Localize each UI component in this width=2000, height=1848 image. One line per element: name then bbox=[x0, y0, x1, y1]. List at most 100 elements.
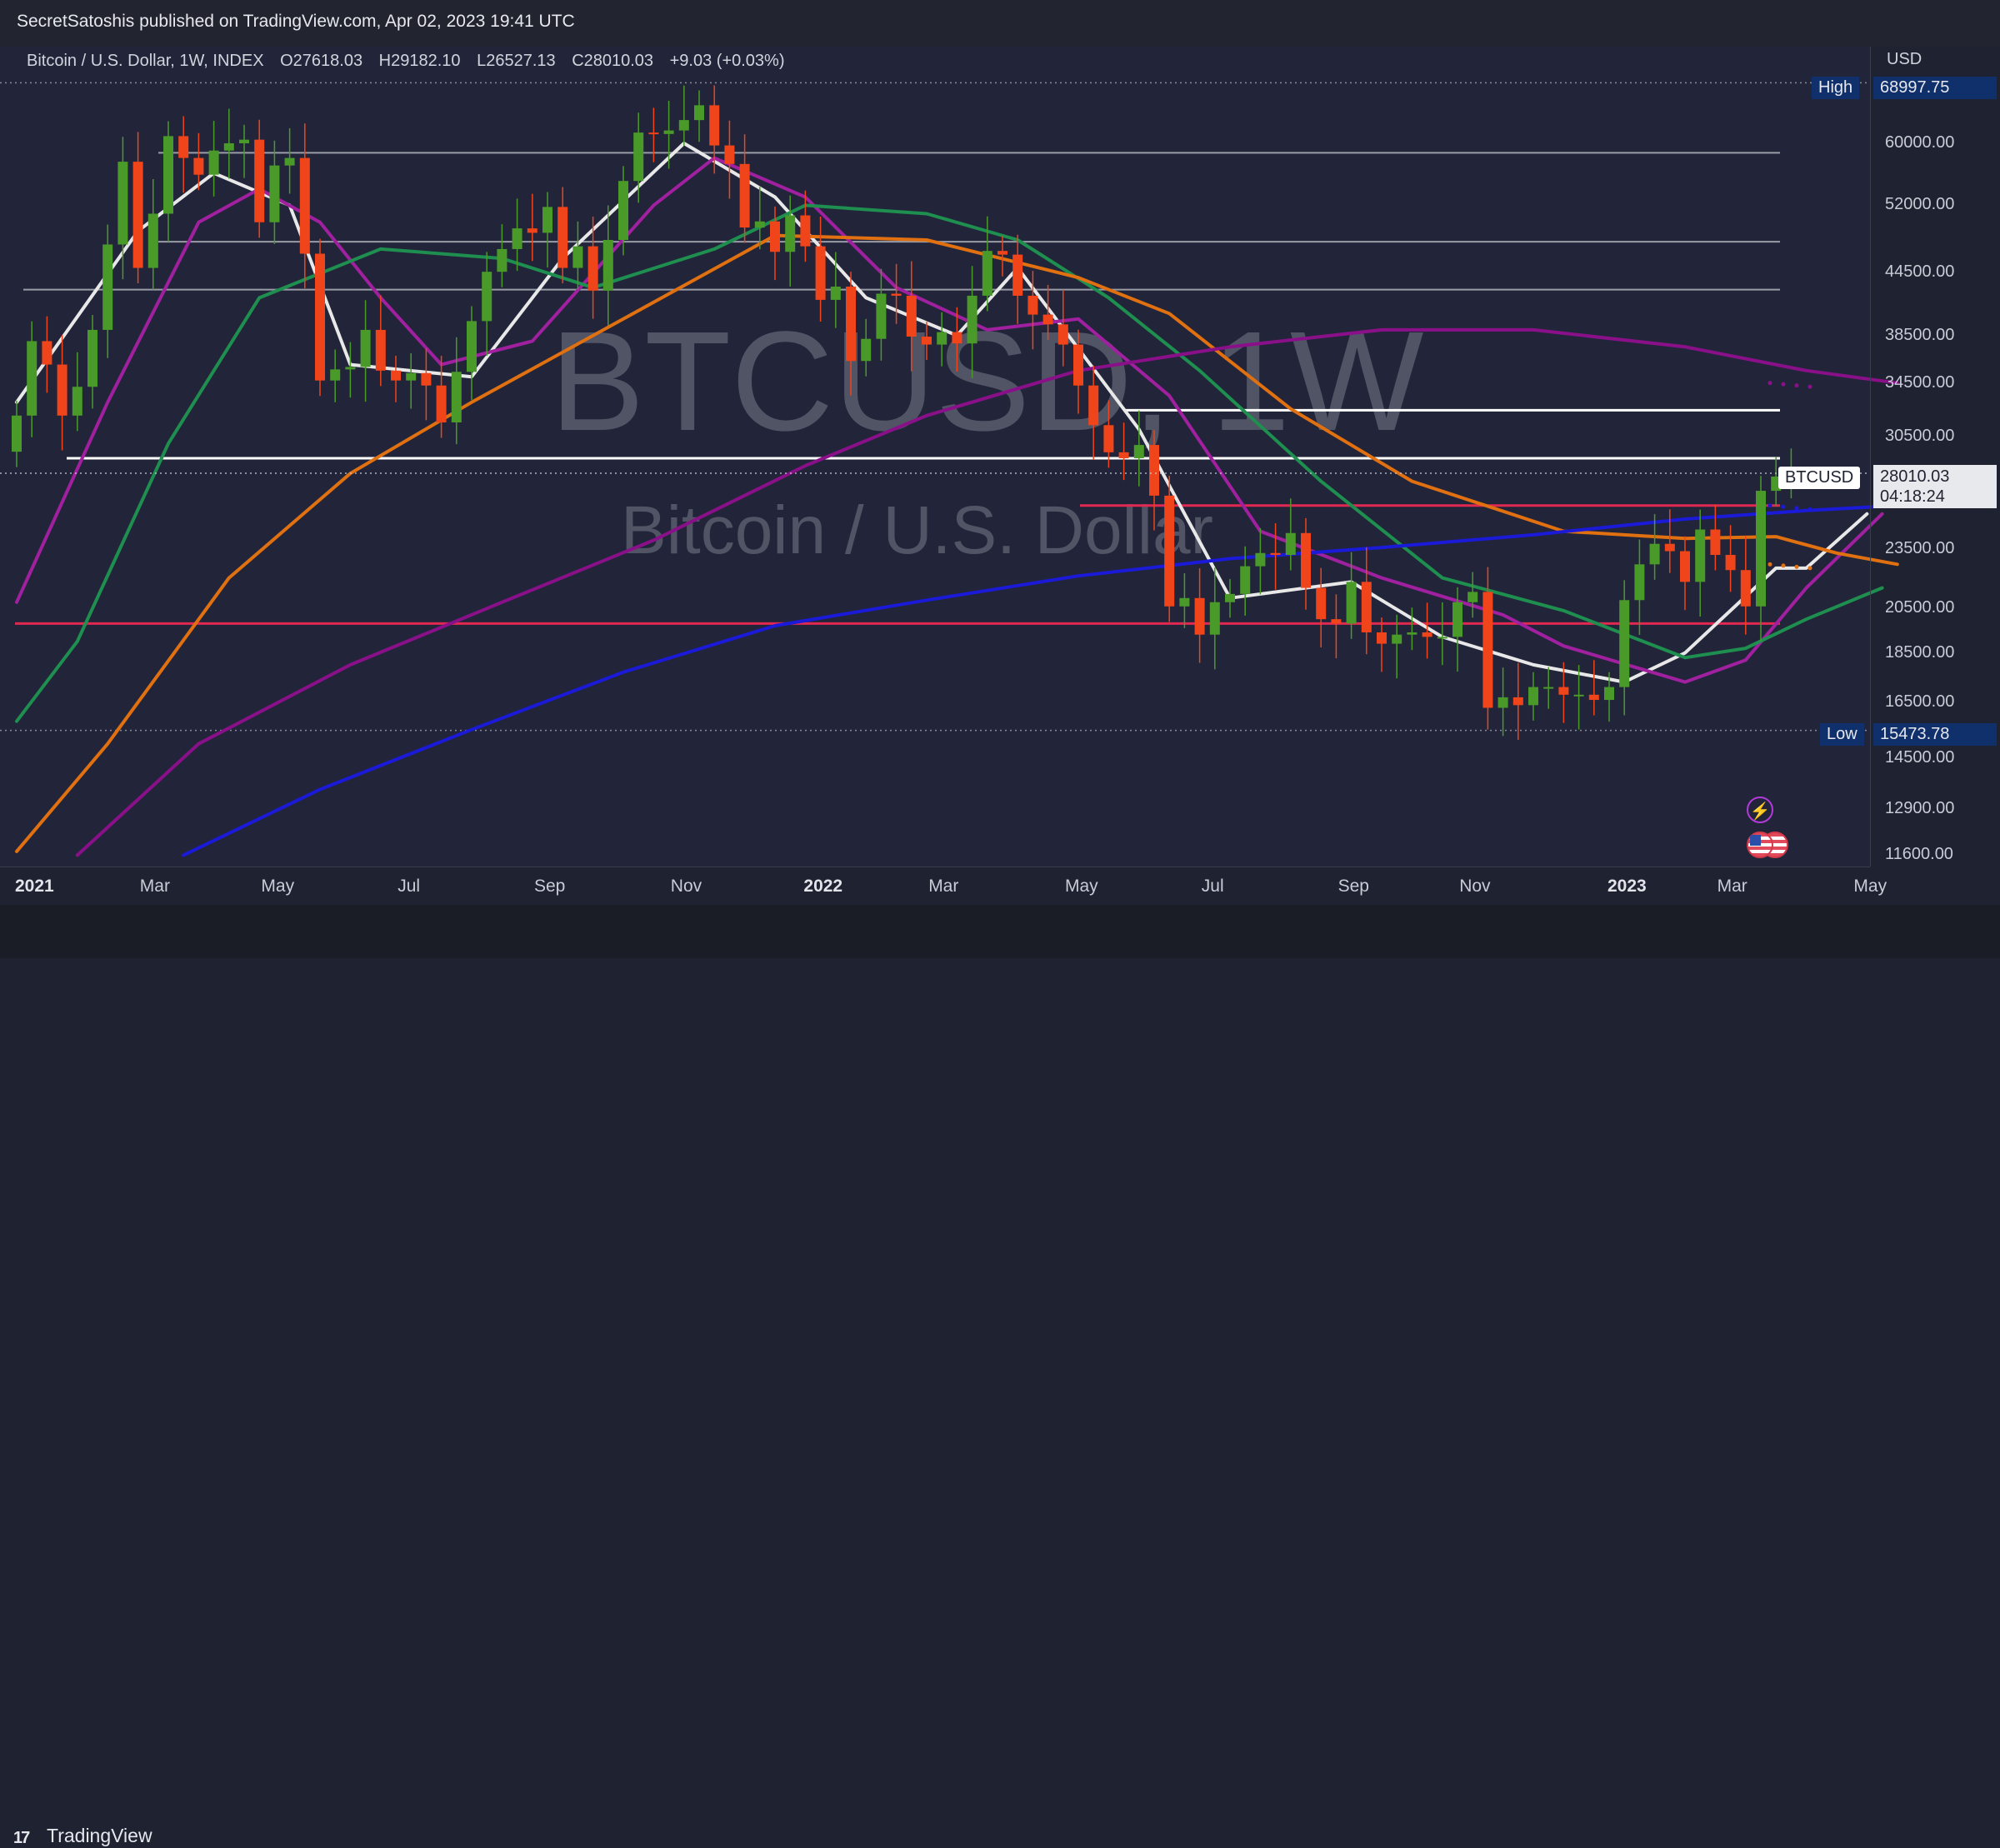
publish-info: SecretSatoshis published on TradingView.… bbox=[17, 12, 575, 31]
candle-body bbox=[391, 370, 401, 381]
candle-body bbox=[1225, 593, 1235, 602]
candle-body bbox=[572, 246, 583, 268]
candle-body bbox=[72, 387, 82, 416]
candle-body bbox=[148, 213, 158, 268]
candle-body bbox=[906, 295, 917, 337]
time-tick-label: Nov bbox=[1459, 877, 1491, 896]
price-tick-label: 44500.00 bbox=[1885, 262, 1955, 282]
candle-body bbox=[1149, 445, 1159, 496]
candle-body bbox=[830, 286, 841, 300]
currency-label: USD bbox=[1887, 50, 1922, 68]
candle-body bbox=[1285, 532, 1296, 555]
candle-body bbox=[1058, 324, 1068, 345]
legend-low: L26527.13 bbox=[477, 52, 556, 70]
candle-body bbox=[558, 207, 568, 268]
candle-body bbox=[482, 272, 492, 322]
candle-body bbox=[193, 157, 204, 175]
time-tick-label: 2021 bbox=[15, 877, 54, 896]
candle-body bbox=[1452, 602, 1462, 637]
legend-high: H29182.10 bbox=[378, 52, 461, 70]
candle-body bbox=[1558, 687, 1569, 695]
candle-body bbox=[1604, 687, 1614, 701]
candle-body bbox=[648, 132, 659, 135]
candle-body bbox=[254, 139, 265, 222]
candle-body bbox=[208, 150, 219, 175]
candle-body bbox=[1012, 254, 1023, 296]
candle-body bbox=[1468, 592, 1478, 602]
price-tick-label: 30500.00 bbox=[1885, 426, 1955, 445]
candle-body bbox=[132, 162, 143, 268]
price-tick-label: 38500.00 bbox=[1885, 325, 1955, 344]
candle-body bbox=[588, 246, 598, 291]
candle-body bbox=[937, 332, 948, 345]
time-axis[interactable] bbox=[0, 867, 1870, 906]
ma-projection-dot bbox=[1781, 382, 1786, 387]
high-label: High bbox=[1812, 77, 1860, 99]
candle-body bbox=[1361, 582, 1372, 632]
candle-body bbox=[922, 337, 932, 345]
price-tick-label: 14500.00 bbox=[1885, 748, 1955, 767]
candle-body bbox=[12, 415, 22, 452]
candle-body bbox=[1118, 452, 1129, 458]
footer-bar: 17 TradingView bbox=[0, 905, 2000, 1847]
candle-body bbox=[1588, 694, 1599, 701]
candle-body bbox=[1133, 445, 1144, 458]
candle-body bbox=[998, 251, 1008, 255]
candle-body bbox=[1756, 491, 1766, 607]
high-value: 68997.75 bbox=[1873, 77, 1997, 99]
candle-body bbox=[876, 293, 887, 339]
candle-body bbox=[102, 244, 113, 330]
legend-open: O27618.03 bbox=[280, 52, 363, 70]
candle-body bbox=[178, 136, 189, 158]
candle-body bbox=[1270, 552, 1281, 555]
candle-body bbox=[678, 120, 689, 131]
candle-body bbox=[421, 372, 432, 386]
time-tick-label: 2023 bbox=[1608, 877, 1647, 896]
price-tick-label: 18500.00 bbox=[1885, 642, 1955, 662]
candle-body bbox=[1028, 295, 1038, 315]
us-flag-icon[interactable] bbox=[1747, 832, 1773, 858]
price-tick-label: 52000.00 bbox=[1885, 195, 1955, 214]
time-tick-label: Sep bbox=[1338, 877, 1369, 896]
candle-body bbox=[315, 253, 325, 381]
moving-average-line bbox=[182, 503, 1899, 857]
candle-body bbox=[1042, 314, 1053, 325]
candle-body bbox=[891, 293, 902, 296]
candle-body bbox=[1392, 634, 1402, 644]
time-tick-label: Mar bbox=[139, 877, 170, 896]
ma-projection-dot bbox=[1781, 563, 1786, 568]
time-tick-label: 2022 bbox=[803, 877, 843, 896]
candle-body bbox=[754, 221, 765, 228]
candle-body bbox=[982, 251, 992, 296]
time-tick-label: Mar bbox=[1717, 877, 1748, 896]
candle-body bbox=[1482, 592, 1493, 708]
legend-close: C28010.03 bbox=[572, 52, 654, 70]
candle-body bbox=[512, 228, 522, 249]
candle-body bbox=[497, 248, 508, 272]
candle-body bbox=[694, 105, 704, 121]
lightning-icon[interactable]: ⚡ bbox=[1747, 797, 1773, 823]
candle-body bbox=[785, 215, 796, 252]
candle-body bbox=[88, 329, 98, 387]
candle-body bbox=[1088, 385, 1099, 426]
candle-body bbox=[269, 165, 280, 222]
symbol-price-tag: BTCUSD bbox=[1778, 467, 1861, 489]
candle-body bbox=[27, 341, 38, 416]
last-price: 28010.03 bbox=[1880, 467, 1950, 486]
legend-change: +9.03 (+0.03%) bbox=[669, 52, 785, 70]
candle-body bbox=[1573, 694, 1584, 697]
candle-body bbox=[1331, 619, 1342, 624]
candle-body bbox=[330, 369, 341, 381]
candle-body bbox=[406, 372, 417, 381]
ma-projection-dot bbox=[1808, 384, 1812, 389]
legend-symbol[interactable]: Bitcoin / U.S. Dollar, 1W, INDEX bbox=[27, 52, 264, 70]
candle-body bbox=[1164, 495, 1175, 607]
low-value: 15473.78 bbox=[1873, 723, 1997, 746]
candle-body bbox=[239, 139, 249, 143]
candle-body bbox=[952, 332, 962, 344]
candle-body bbox=[1301, 532, 1311, 588]
candle-body bbox=[602, 239, 613, 291]
candle-body bbox=[1179, 597, 1190, 607]
ohlc-legend: Bitcoin / U.S. Dollar, 1W, INDEX O27618.… bbox=[27, 52, 797, 71]
candle-body bbox=[345, 367, 356, 370]
